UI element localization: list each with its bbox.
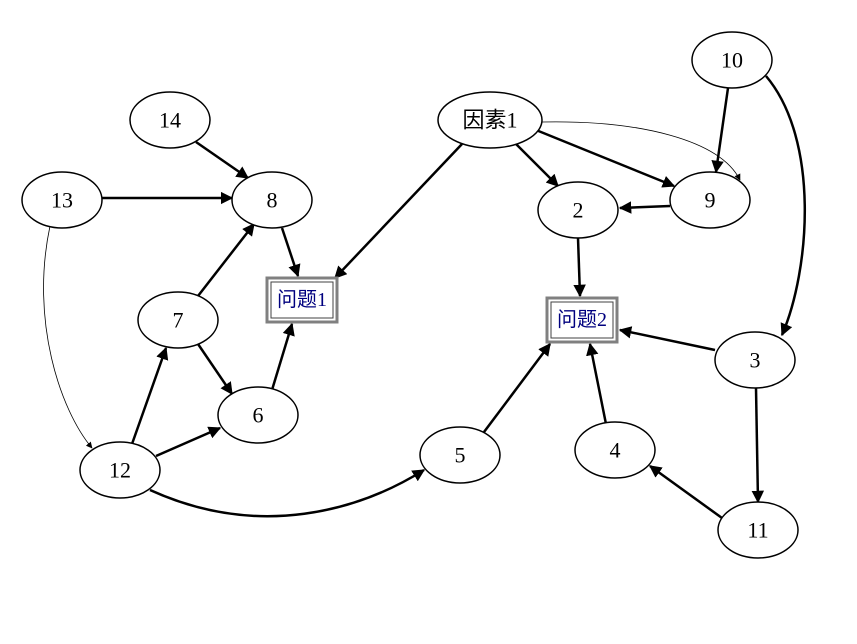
edge (150, 470, 424, 516)
node-p1: 问题1 (267, 278, 337, 322)
node-n9: 9 (670, 172, 750, 228)
node-n10: 10 (692, 32, 772, 88)
edge (484, 344, 550, 432)
edge (756, 388, 758, 502)
node-n2: 2 (538, 182, 618, 238)
node-label: 因素1 (462, 108, 517, 133)
node-n11: 11 (718, 502, 798, 558)
edge (335, 144, 462, 278)
node-label: 5 (455, 443, 466, 468)
edge (650, 466, 722, 518)
node-n7: 7 (138, 292, 218, 348)
node-p2: 问题2 (547, 298, 617, 342)
edge (132, 348, 166, 444)
node-label: 2 (573, 198, 584, 223)
node-label: 3 (750, 348, 761, 373)
node-n4: 4 (575, 422, 655, 478)
node-n12: 12 (80, 442, 160, 498)
node-label: 11 (747, 518, 768, 543)
edge (516, 144, 558, 186)
node-n13: 13 (22, 172, 102, 228)
node-label: 7 (173, 308, 184, 333)
node-label: 4 (610, 438, 621, 463)
node-label: 10 (721, 48, 743, 73)
node-n3: 3 (715, 332, 795, 388)
node-n8: 8 (232, 172, 312, 228)
node-n14: 14 (130, 92, 210, 148)
node-label: 12 (109, 458, 131, 483)
edge (766, 76, 805, 335)
node-n5: 5 (420, 427, 500, 483)
node-label: 9 (705, 188, 716, 213)
box-label: 问题2 (557, 308, 607, 331)
edge (590, 344, 606, 424)
node-label: 14 (159, 108, 181, 133)
edge (282, 228, 298, 276)
edge (578, 238, 580, 296)
edge (620, 330, 715, 350)
box-label: 问题1 (277, 288, 327, 311)
edge (272, 324, 292, 390)
edge (156, 428, 220, 456)
node-label: 6 (253, 403, 264, 428)
node-n_factor1: 因素1 (438, 92, 542, 148)
edge (198, 344, 232, 394)
node-label: 8 (267, 188, 278, 213)
edge (536, 130, 674, 186)
network-diagram: 因素1 2 3 4 5 6 7 8 9 10 11 12 13 14 问题1 问题2 (0, 0, 857, 644)
node-label: 13 (51, 188, 73, 213)
edge (620, 206, 670, 208)
edge (196, 142, 248, 178)
node-n6: 6 (218, 387, 298, 443)
edge (198, 224, 254, 296)
edge (44, 226, 92, 448)
